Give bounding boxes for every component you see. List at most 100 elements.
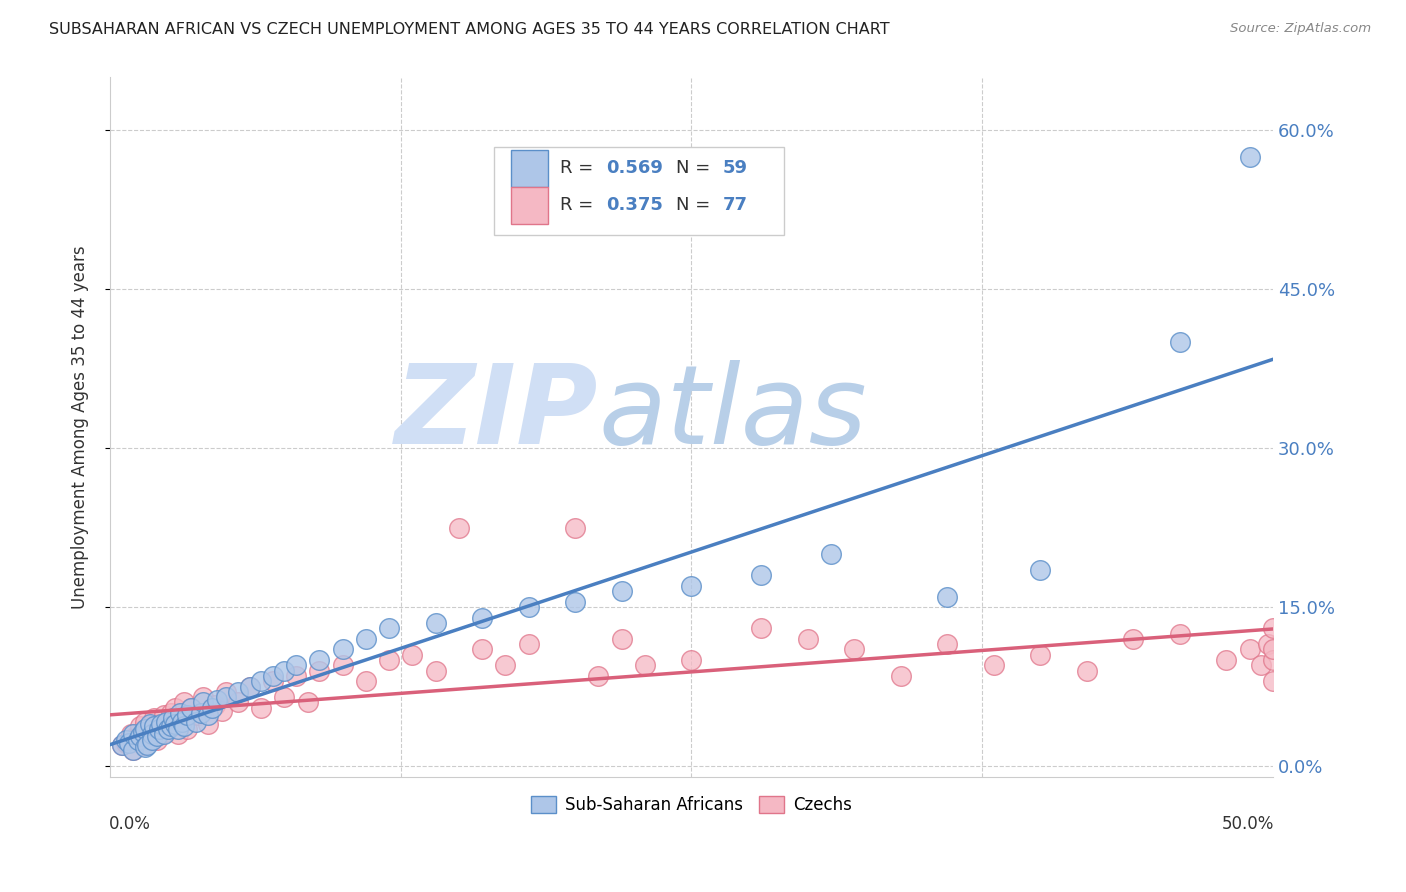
Point	[749, 568, 772, 582]
Point	[1250, 658, 1272, 673]
Point	[169, 706, 191, 720]
Point	[215, 685, 238, 699]
Point	[378, 621, 401, 635]
Point	[226, 696, 249, 710]
Point	[150, 722, 173, 736]
Point	[517, 600, 540, 615]
Point	[262, 674, 284, 689]
Point	[820, 547, 842, 561]
Point	[494, 658, 516, 673]
Point	[111, 738, 134, 752]
Point	[191, 696, 214, 710]
FancyBboxPatch shape	[512, 187, 548, 224]
Point	[127, 732, 149, 747]
Point	[122, 743, 145, 757]
Point	[197, 708, 219, 723]
Point	[129, 725, 152, 739]
Point	[239, 680, 262, 694]
Text: 0.0%: 0.0%	[108, 815, 150, 833]
Point	[173, 696, 195, 710]
Point	[250, 700, 273, 714]
Point	[610, 584, 633, 599]
Point	[134, 722, 156, 736]
Point	[262, 669, 284, 683]
Text: Source: ZipAtlas.com: Source: ZipAtlas.com	[1230, 22, 1371, 36]
Point	[285, 658, 308, 673]
FancyBboxPatch shape	[512, 150, 548, 186]
Point	[197, 716, 219, 731]
Point	[165, 716, 187, 731]
Point	[111, 738, 134, 752]
Legend: Sub-Saharan Africans, Czechs: Sub-Saharan Africans, Czechs	[524, 789, 858, 821]
Point	[141, 727, 163, 741]
Point	[1261, 642, 1284, 657]
Point	[1215, 653, 1237, 667]
Point	[143, 719, 166, 733]
Point	[204, 698, 226, 712]
Point	[239, 680, 262, 694]
Point	[155, 725, 177, 739]
Text: R =: R =	[560, 160, 599, 178]
Point	[681, 579, 703, 593]
Point	[115, 736, 138, 750]
Point	[141, 732, 163, 747]
Point	[1261, 621, 1284, 635]
Point	[1029, 563, 1052, 577]
Text: N =: N =	[676, 196, 716, 214]
Point	[176, 722, 198, 736]
Point	[471, 611, 494, 625]
Point	[141, 727, 163, 741]
Point	[273, 690, 295, 705]
Text: R =: R =	[560, 196, 599, 214]
Text: N =: N =	[676, 160, 716, 178]
Point	[273, 664, 295, 678]
Point	[610, 632, 633, 646]
Y-axis label: Unemployment Among Ages 35 to 44 years: Unemployment Among Ages 35 to 44 years	[72, 245, 89, 609]
Point	[1168, 626, 1191, 640]
Point	[136, 730, 159, 744]
Point	[297, 696, 319, 710]
Point	[172, 714, 194, 729]
Point	[166, 727, 188, 741]
Point	[152, 727, 174, 741]
Point	[1029, 648, 1052, 662]
Point	[150, 716, 173, 731]
Point	[1239, 150, 1261, 164]
Point	[1261, 674, 1284, 689]
Point	[115, 732, 138, 747]
Point	[354, 632, 377, 646]
Point	[285, 669, 308, 683]
Point	[134, 722, 156, 736]
Point	[1122, 632, 1144, 646]
Point	[169, 711, 191, 725]
Point	[159, 719, 181, 733]
Point	[131, 725, 153, 739]
Point	[354, 674, 377, 689]
Text: 0.375: 0.375	[606, 196, 664, 214]
Point	[184, 714, 207, 729]
Point	[136, 738, 159, 752]
Point	[1076, 664, 1098, 678]
Point	[138, 716, 160, 731]
Point	[250, 674, 273, 689]
Point	[936, 590, 959, 604]
Point	[143, 711, 166, 725]
Text: 77: 77	[723, 196, 748, 214]
Point	[1239, 642, 1261, 657]
Point	[401, 648, 423, 662]
FancyBboxPatch shape	[494, 147, 785, 235]
Point	[215, 690, 238, 705]
Text: atlas: atlas	[599, 359, 868, 467]
Point	[180, 700, 202, 714]
Point	[936, 637, 959, 651]
Text: 50.0%: 50.0%	[1222, 815, 1274, 833]
Point	[129, 730, 152, 744]
Point	[172, 714, 194, 729]
Point	[211, 704, 233, 718]
Point	[378, 653, 401, 667]
Point	[122, 727, 145, 741]
Text: 0.569: 0.569	[606, 160, 664, 178]
Point	[134, 739, 156, 754]
Point	[681, 653, 703, 667]
Point	[447, 521, 470, 535]
